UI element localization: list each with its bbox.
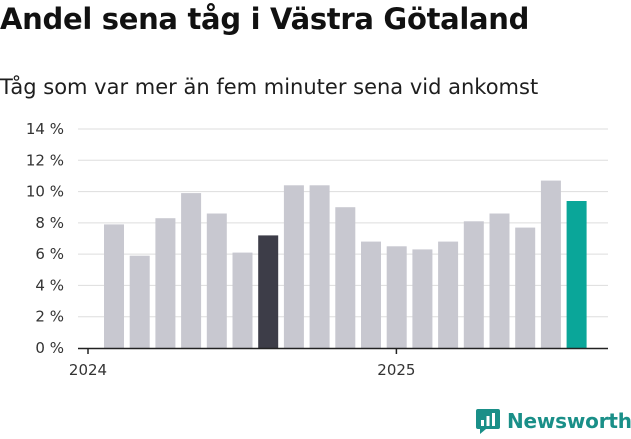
chart-subtitle: Tåg som var mer än fem minuter sena vid … (0, 75, 539, 99)
y-tick-label: 0 % (35, 339, 64, 357)
y-axis-ticks: 0 % 2 % 4 % 6 % 8 % 10 % 12 % 14 % (26, 120, 64, 357)
bar-2024-08 (283, 185, 304, 348)
bar-2024-11 (361, 241, 381, 348)
bar-2024-05 (206, 213, 227, 348)
y-tick-label: 14 % (26, 120, 64, 138)
chart-title: Andel sena tåg i Västra Götaland (0, 2, 530, 36)
y-tick-label: 2 % (35, 308, 64, 326)
bar-2024-07 (258, 235, 279, 348)
bar-2024-10 (335, 207, 356, 348)
bar-2024-12 (386, 246, 407, 348)
bar-2025-01 (412, 249, 433, 348)
brand-name: Newsworthy (507, 409, 631, 433)
y-tick-label: 4 % (35, 276, 64, 294)
bar-2025-07 (566, 201, 587, 348)
y-tick-label: 8 % (35, 214, 64, 232)
bar-2024-02 (129, 255, 150, 348)
bar-2025-05 (515, 227, 536, 348)
x-tick-label: 2025 (377, 361, 415, 379)
bar-2024-01 (104, 224, 124, 348)
bar-2024-04 (181, 193, 202, 348)
y-tick-label: 6 % (35, 245, 64, 263)
bar-2024-09 (309, 185, 330, 348)
x-tick-label: 2024 (69, 361, 107, 379)
bar-2025-06 (540, 180, 561, 348)
y-tick-label: 12 % (26, 151, 64, 169)
newsworthy-icon (476, 409, 500, 434)
brand-logo: Newsworthy (475, 407, 631, 435)
bar-2025-04 (489, 213, 510, 348)
bar-2024-03 (155, 218, 176, 348)
bar-2024-06 (232, 252, 253, 348)
bars (104, 180, 587, 348)
bar-2025-03 (463, 221, 484, 348)
x-axis-ticks: 2024 2025 (69, 348, 415, 379)
bar-2025-02 (438, 241, 459, 348)
y-tick-label: 10 % (26, 183, 64, 201)
